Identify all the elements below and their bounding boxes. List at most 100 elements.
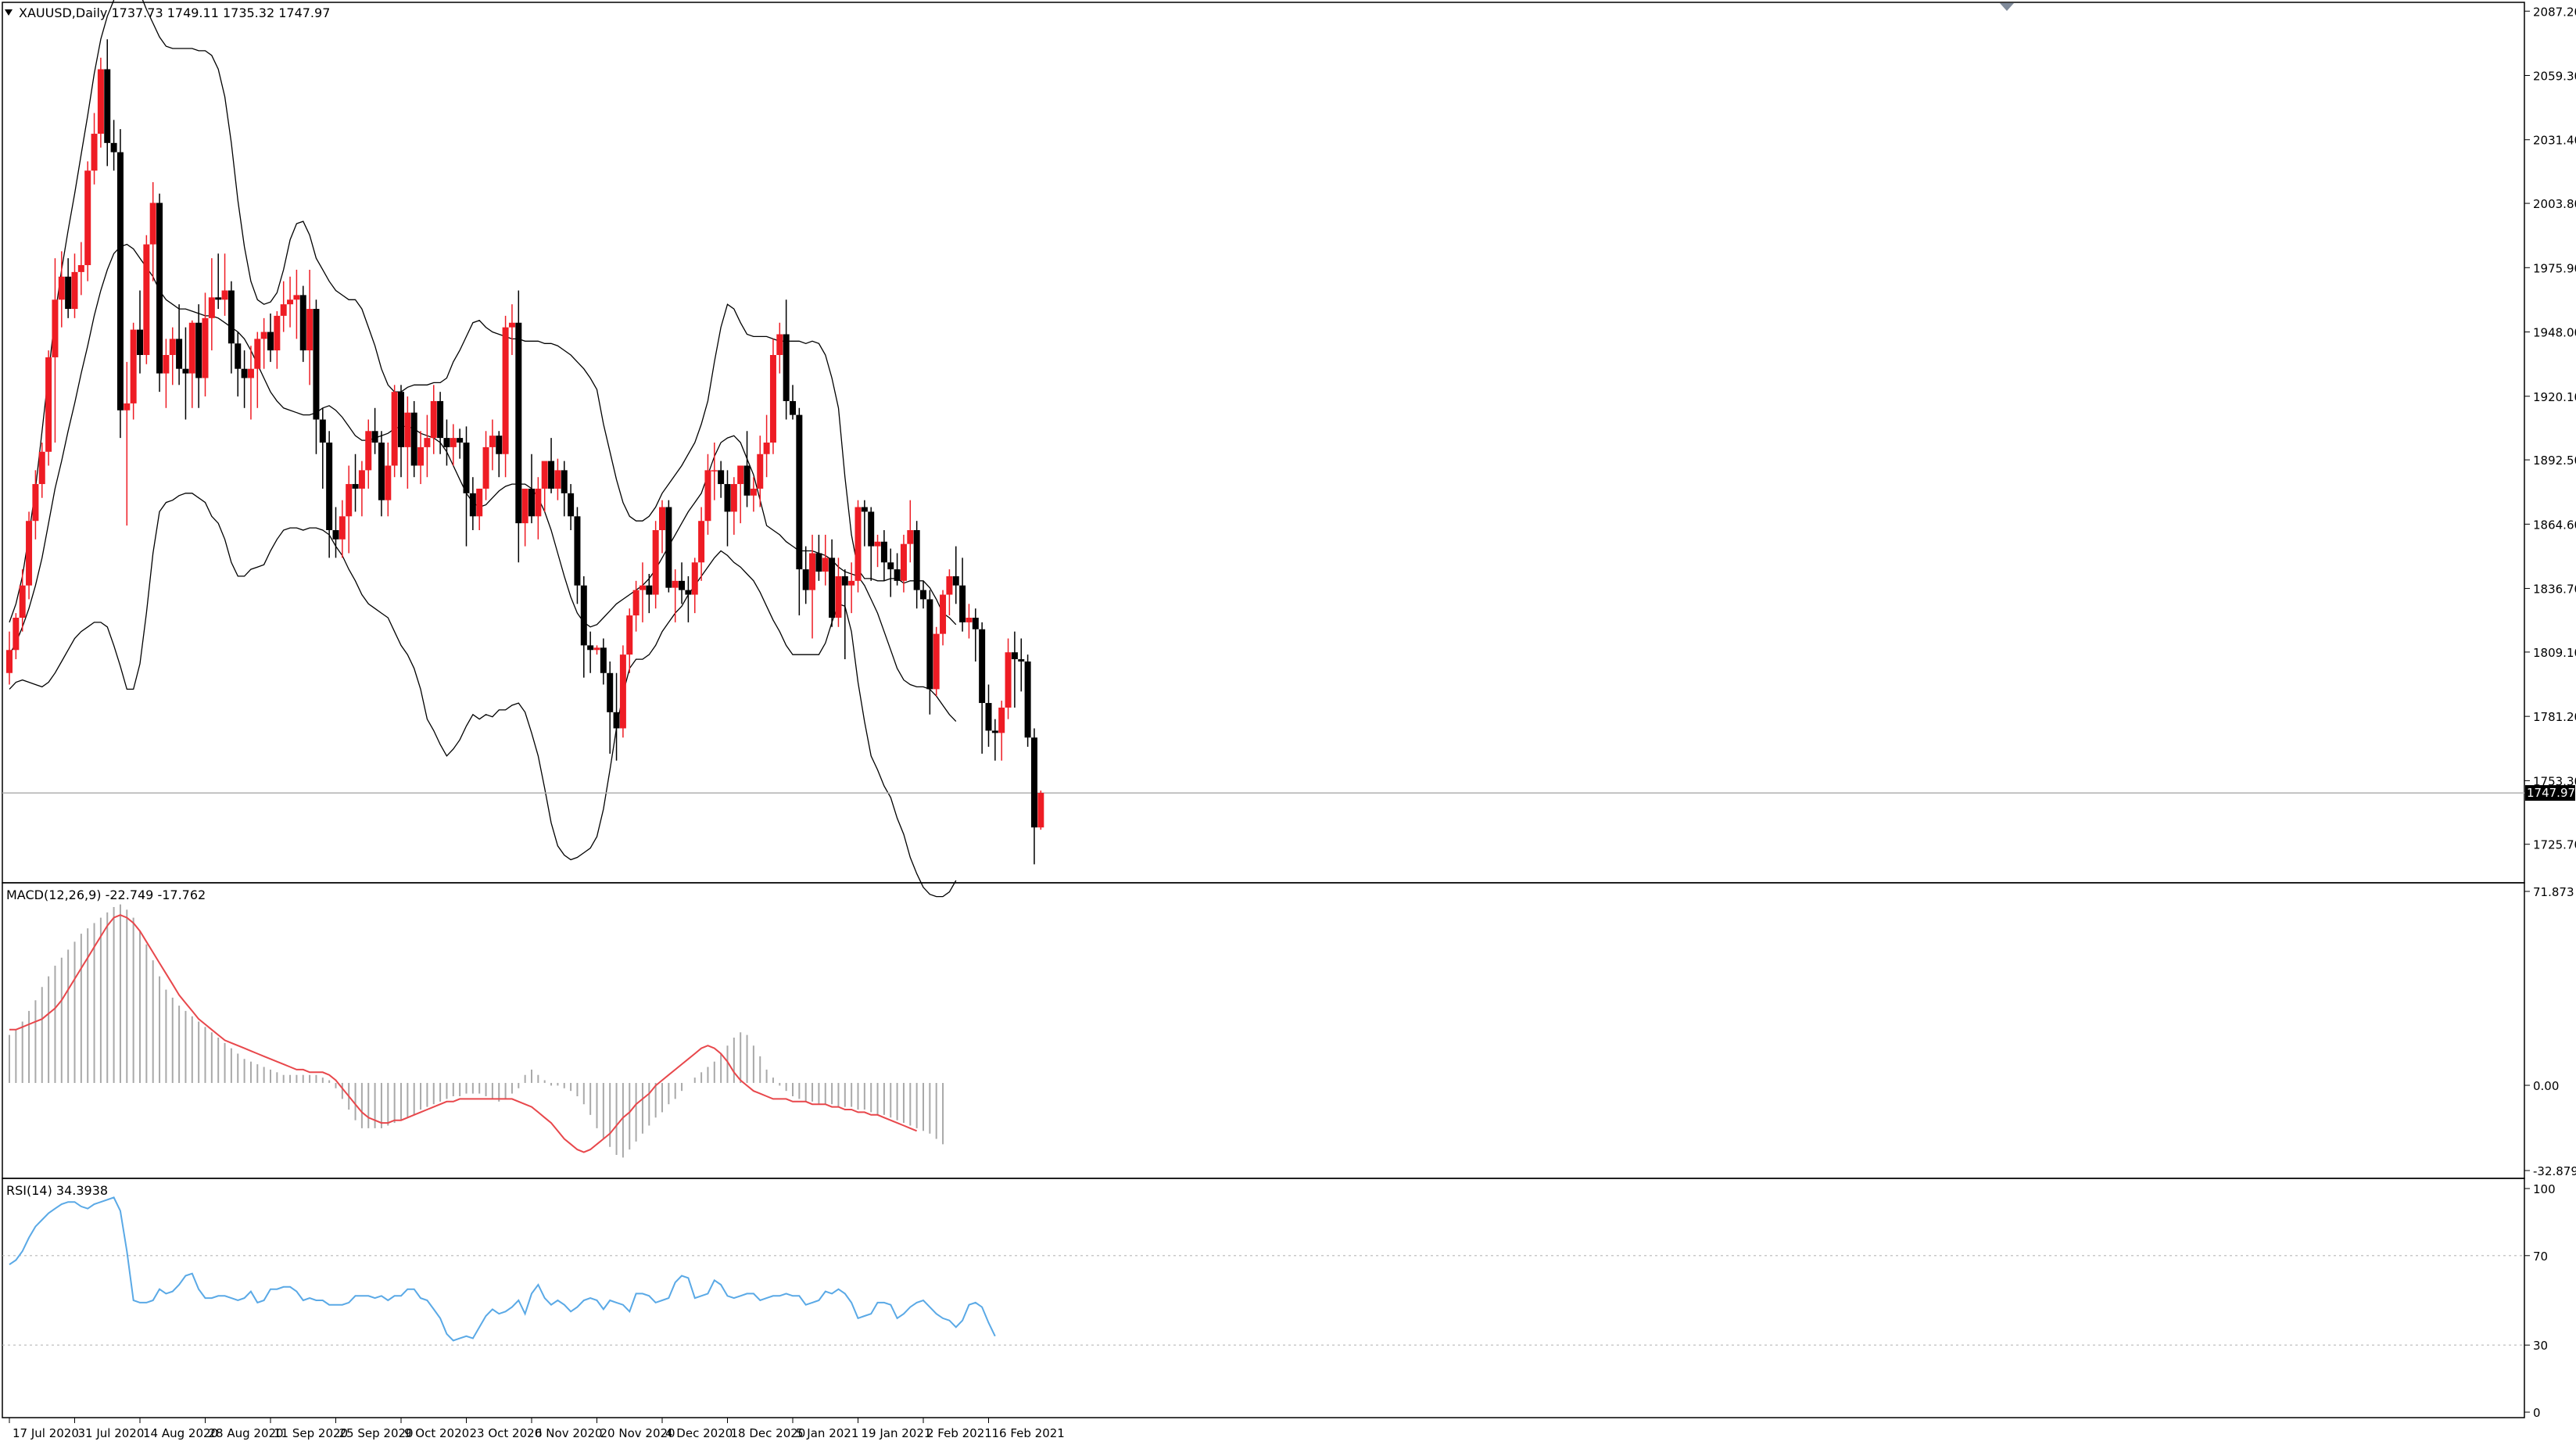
candle-body (496, 436, 503, 454)
candle-body (972, 618, 979, 629)
date-tick-label: 16 Feb 2021 (992, 1426, 1065, 1440)
candle (685, 575, 692, 622)
symbol-dropdown-icon[interactable] (5, 9, 13, 16)
chart-shift-marker[interactable] (2000, 3, 2014, 11)
candle-body (587, 645, 594, 651)
candle (515, 290, 522, 563)
candle (188, 320, 195, 408)
date-tick-label: 17 Jul 2020 (13, 1426, 79, 1440)
candle-body (13, 618, 20, 651)
candle (946, 569, 953, 616)
price-tick-label: 2031.40 (2533, 134, 2576, 148)
candle (815, 534, 822, 581)
candle-body (71, 271, 78, 310)
candle (619, 645, 626, 738)
candle-body (476, 488, 483, 517)
candle-body (691, 562, 698, 595)
candle-body (124, 403, 131, 411)
candle (652, 521, 659, 609)
candle (659, 500, 665, 554)
candle (489, 419, 496, 471)
candle (718, 461, 725, 498)
candle-body (110, 142, 117, 152)
candle-body (946, 575, 953, 595)
candle (280, 281, 287, 332)
candle-body (65, 276, 72, 310)
candle-body (156, 203, 163, 374)
candle (169, 327, 176, 385)
candle-body (287, 299, 294, 305)
candle (365, 419, 372, 489)
candle (841, 569, 848, 660)
price-tick-label: 2087.20 (2533, 5, 2576, 19)
candle (920, 580, 926, 609)
candle (998, 701, 1005, 761)
candle-body (959, 585, 966, 622)
candle-body (208, 297, 215, 318)
candle (332, 507, 339, 558)
candle-body (1005, 652, 1012, 708)
candle-body (143, 244, 150, 355)
candle (339, 500, 346, 558)
candle-body (841, 575, 848, 586)
candle-body (868, 511, 875, 547)
candle-body (724, 484, 731, 512)
candle (247, 346, 254, 420)
current-price-label: 1747.97 (2527, 786, 2575, 800)
candle (149, 181, 156, 281)
candle-body (574, 516, 581, 586)
candle-body (116, 152, 124, 411)
candle-body (685, 590, 692, 595)
candle (822, 534, 829, 586)
candle (809, 534, 816, 639)
candle-body (861, 507, 868, 512)
candle-body (790, 400, 796, 415)
candle-body (508, 322, 515, 328)
candle (287, 276, 294, 328)
candle-body (848, 580, 855, 586)
candle-body (561, 470, 568, 493)
candle-body (933, 633, 940, 690)
candle-body (730, 484, 737, 512)
candle (854, 500, 862, 593)
candle-body (91, 134, 98, 171)
candle (580, 575, 587, 678)
candle-body (247, 368, 254, 378)
candle (404, 396, 411, 489)
candle (848, 562, 855, 614)
candle-body (639, 585, 646, 590)
candle (587, 631, 594, 673)
candle (991, 719, 998, 761)
candle (19, 569, 26, 632)
candle-body (450, 438, 457, 447)
candle-body (326, 443, 333, 530)
candle (430, 385, 437, 454)
candle-body (299, 295, 306, 351)
candle-body (32, 484, 39, 522)
candle (176, 304, 183, 385)
candle (306, 269, 313, 385)
candle (156, 193, 163, 393)
candle (711, 443, 718, 500)
candle (894, 553, 901, 586)
candle (880, 530, 887, 581)
rsi-tick-label: 30 (2533, 1339, 2548, 1353)
candle (926, 590, 933, 715)
candle (1024, 654, 1031, 748)
candle (26, 511, 33, 600)
candle-body (822, 558, 829, 572)
candle-body (26, 521, 33, 586)
date-tick-label: 19 Jan 2021 (862, 1426, 932, 1440)
candle (182, 327, 189, 420)
price-tick-label: 1892.50 (2533, 454, 2576, 468)
candle (868, 507, 875, 581)
candle (371, 407, 378, 454)
candle (299, 285, 306, 362)
candle (116, 129, 124, 439)
candle-body (698, 521, 705, 563)
candle-body (750, 488, 757, 496)
date-tick-label: 23 Oct 2020 (470, 1426, 543, 1440)
price-tick-label: 1781.20 (2533, 710, 2576, 724)
candle (32, 470, 39, 540)
candle-body (900, 543, 907, 581)
